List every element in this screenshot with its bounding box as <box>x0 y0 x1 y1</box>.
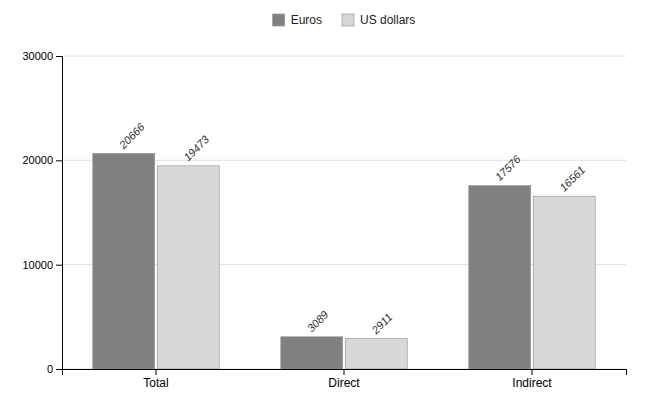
tick-label: 20000 <box>22 154 53 166</box>
bar <box>345 339 407 369</box>
legend-label: Euros <box>291 13 322 27</box>
bar-series <box>157 166 595 369</box>
plot: 0 10000 20000 30000 Total Direct Indirect 20666… <box>22 50 626 390</box>
data-labels: 20666 3089 17576 19473 2911 16561 <box>116 120 587 337</box>
grid <box>62 56 626 369</box>
tick-label: 0 <box>47 363 53 375</box>
tick-mark <box>56 369 62 370</box>
legend-swatch <box>342 14 354 26</box>
tick: 20000 <box>22 154 62 166</box>
tick: Indirect <box>512 369 552 390</box>
legend-label: US dollars <box>360 13 415 27</box>
tick: 0 <box>47 363 62 375</box>
bar-series <box>93 153 531 369</box>
bar <box>157 166 219 369</box>
tick-mark <box>56 265 62 266</box>
x-axis: Total Direct Indirect <box>63 369 627 390</box>
chart: 0 10000 20000 30000 Total Direct Indirect 20666… <box>0 0 650 405</box>
tick-mark <box>156 369 157 375</box>
data-label: 19473 <box>181 133 212 164</box>
legend-item: US dollars <box>342 13 415 27</box>
bar <box>533 196 595 369</box>
tick-mark <box>56 160 62 161</box>
y-axis: 0 10000 20000 30000 <box>22 50 62 375</box>
bar <box>281 337 343 369</box>
data-label: 16561 <box>557 164 587 194</box>
legend-item: Euros <box>273 13 322 27</box>
axis-line <box>56 57 63 370</box>
tick-label: Indirect <box>512 376 552 390</box>
legend-swatch <box>273 14 285 26</box>
tick-label: 10000 <box>22 259 53 271</box>
bar <box>93 153 155 369</box>
tick-label: Direct <box>328 376 360 390</box>
tick-mark <box>56 56 62 57</box>
data-label: 17576 <box>493 152 524 183</box>
tick: 10000 <box>22 259 62 271</box>
bars <box>93 153 595 369</box>
axis-line <box>63 370 627 376</box>
tick-label: 30000 <box>22 50 53 62</box>
tick-mark <box>344 369 345 375</box>
data-label: 2911 <box>368 311 394 337</box>
data-label: 20666 <box>116 120 147 151</box>
tick: Direct <box>328 369 360 390</box>
tick-label: Total <box>143 376 168 390</box>
legend: Euros US dollars <box>273 13 416 27</box>
bar <box>469 186 531 369</box>
data-label: 3089 <box>305 308 331 334</box>
tick-mark <box>532 369 533 375</box>
tick: 30000 <box>22 50 62 62</box>
tick: Total <box>143 369 168 390</box>
grid-line <box>62 56 626 57</box>
